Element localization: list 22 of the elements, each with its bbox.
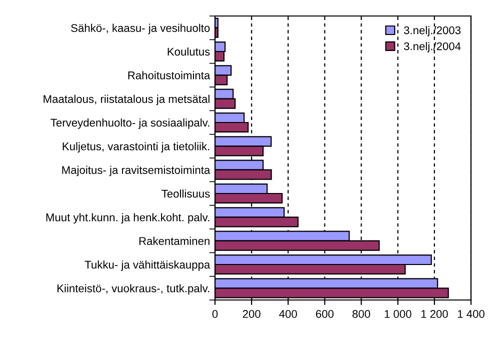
y-tick-label: Sähkö-, kaasu- ja vesihuolto [71,24,210,34]
legend-label: 3.nelj./2003 [404,26,461,36]
x-tick-label: 1 400 [458,310,484,318]
x-tick-label: 200 [242,310,260,318]
x-tick-label: 0 [212,310,218,318]
y-tick-label: Majoitus- ja ravitsemistoiminta [62,166,210,176]
y-tick-label: Teollisuus [162,189,210,198]
x-tick-label: 600 [316,310,334,318]
y-tick-label: Kiinteistö-, vuokraus-, tutk.palv. [57,284,210,294]
legend-label: 3.nelj./2004 [404,42,461,52]
x-tick-label: 800 [352,310,370,318]
y-tick-label: Muut yht.kunn. ja henk.koht. palv. [46,213,210,224]
y-tick-label: Rahoitustoiminta [128,71,210,80]
y-tick-label: Tukku- ja vähittäiskauppa [84,260,210,271]
y-tick-label: Koulutus [168,47,210,56]
x-tick-label: 1 000 [384,310,412,318]
y-tick-label: Kuljetus, varastointi ja tietoliik. [62,142,210,152]
y-tick-label: Maatalous, riistatalous ja metsätal [44,94,210,106]
y-tick-label: Terveydenhuolto- ja sosiaalipalv. [50,118,210,129]
x-tick-label: 400 [279,310,297,318]
y-tick-label: Rakentaminen [139,236,210,245]
x-tick-label: 1 200 [421,310,448,318]
